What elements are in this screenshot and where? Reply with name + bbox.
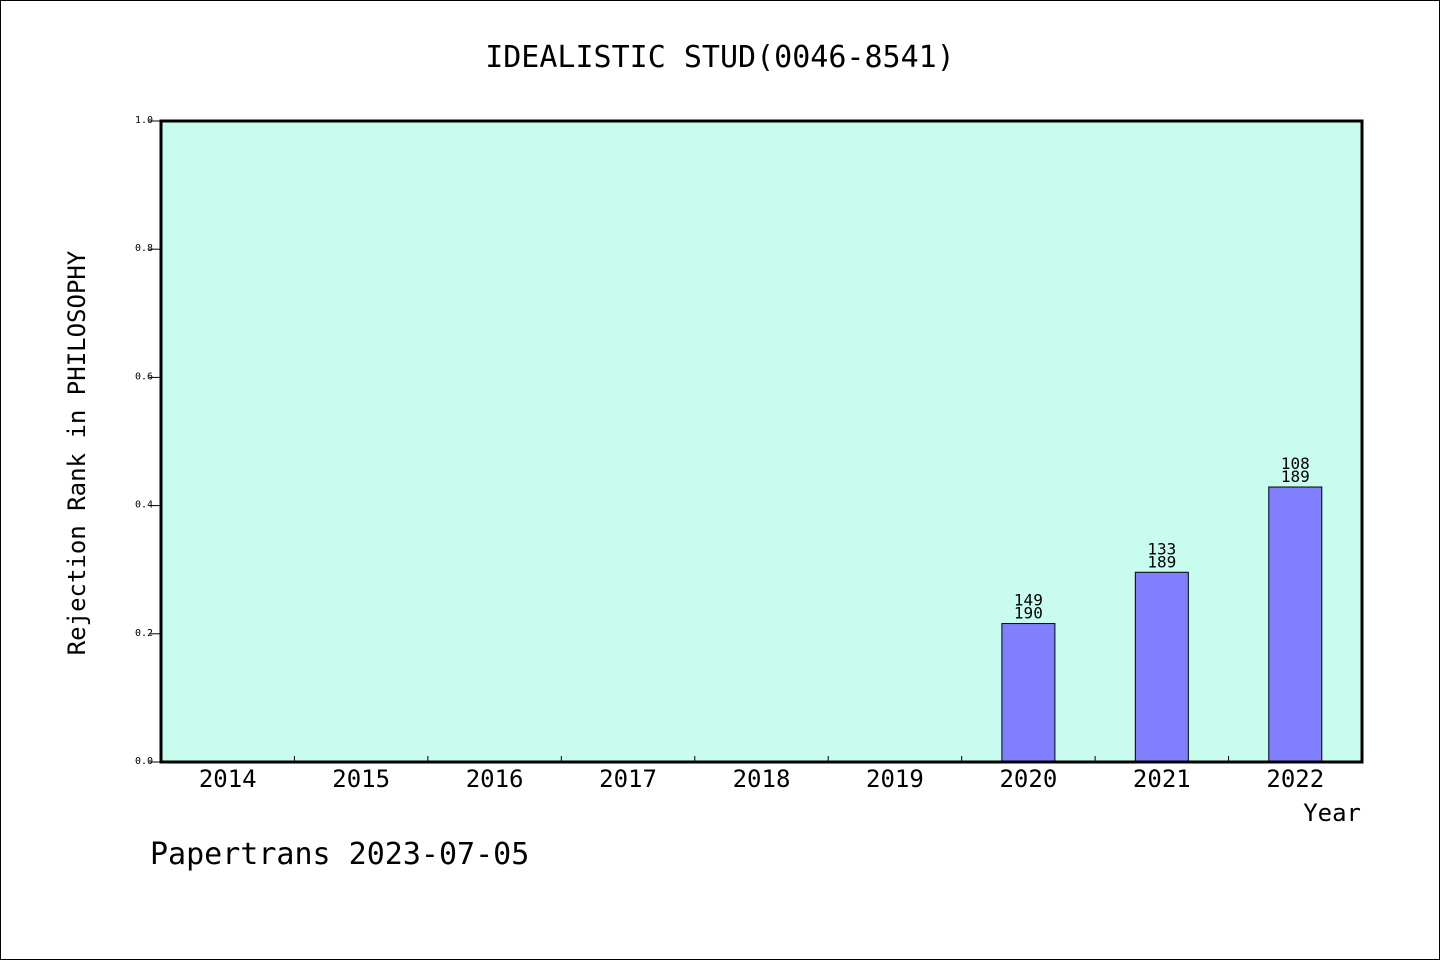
bar-2022 bbox=[1268, 486, 1323, 763]
chart-title: IDEALISTIC STUD(0046-8541) bbox=[485, 40, 955, 75]
x-tick-label: 2020 bbox=[999, 765, 1057, 793]
y-tick-label: 0.0 bbox=[135, 756, 153, 767]
bar-label-top: 108 bbox=[1281, 454, 1310, 473]
y-tick-label: 0.4 bbox=[135, 500, 153, 511]
bar-label-top: 133 bbox=[1147, 539, 1176, 558]
y-axis-ticks: 0.0 0.2 0.4 0.6 0.8 1.0 bbox=[135, 115, 161, 767]
bar-label-bottom: 189 bbox=[1281, 467, 1310, 486]
bar-label-top: 149 bbox=[1014, 591, 1043, 610]
x-tick-label: 2018 bbox=[733, 765, 791, 793]
y-tick-label: 0.8 bbox=[135, 243, 153, 254]
x-tick-label: 2014 bbox=[199, 765, 257, 793]
plot-border bbox=[159, 119, 1364, 764]
y-tick-label: 1.0 bbox=[135, 115, 153, 126]
x-tick-label: 2017 bbox=[599, 765, 657, 793]
y-tick-label: 0.2 bbox=[135, 628, 153, 639]
x-tick-label: 2019 bbox=[866, 765, 924, 793]
x-tick-label: 2021 bbox=[1133, 765, 1191, 793]
bar-2020 bbox=[1001, 623, 1056, 763]
bar-2021 bbox=[1134, 571, 1189, 763]
y-tick-label: 0.6 bbox=[135, 371, 153, 382]
x-axis-label: Year bbox=[1303, 799, 1361, 827]
y-axis-label: Rejection Rank in PHILOSOPHY bbox=[63, 250, 91, 655]
x-axis-ticks: 2014 2015 2016 2017 2018 2019 2020 2021 2022 bbox=[199, 756, 1324, 793]
x-tick-label: 2022 bbox=[1266, 765, 1324, 793]
bar-label-bottom: 190 bbox=[1014, 604, 1043, 623]
bar-label-bottom: 189 bbox=[1147, 552, 1176, 571]
footer-source-date: Papertrans 2023-07-05 bbox=[150, 837, 529, 872]
x-tick-label: 2016 bbox=[466, 765, 524, 793]
x-tick-label: 2015 bbox=[332, 765, 390, 793]
